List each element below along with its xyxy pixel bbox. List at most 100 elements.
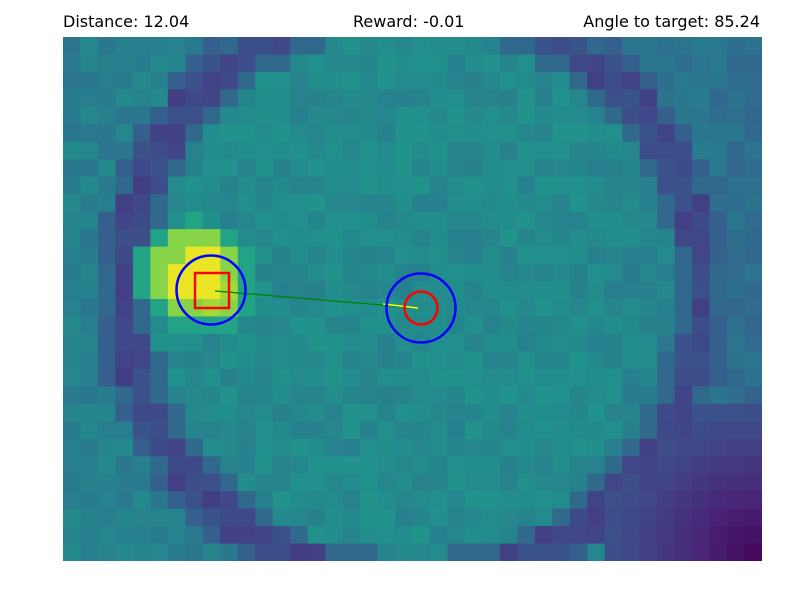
terrain-tile: [447, 403, 466, 422]
terrain-tile: [325, 229, 344, 248]
terrain-tile: [744, 403, 762, 422]
terrain-tile: [464, 106, 484, 125]
terrain-tile: [604, 159, 623, 178]
terrain-tile: [97, 246, 117, 265]
terrain-tile: [569, 89, 588, 108]
terrain-tile: [377, 106, 396, 125]
terrain-tile: [202, 89, 221, 108]
terrain-tile: [482, 438, 501, 457]
terrain-tile: [360, 124, 379, 143]
terrain-tile: [63, 491, 82, 510]
terrain-tile: [412, 386, 431, 405]
terrain-tile: [674, 281, 693, 300]
terrain-tile: [80, 473, 99, 492]
terrain-tile: [132, 316, 151, 335]
terrain-tile: [360, 194, 379, 213]
terrain-tile: [604, 456, 623, 475]
terrain-tile: [482, 54, 501, 73]
terrain-tile: [202, 71, 221, 90]
terrain-tile: [220, 229, 239, 248]
terrain-tile: [377, 124, 396, 143]
terrain-tile: [80, 299, 99, 318]
terrain-tile: [534, 281, 553, 300]
reward-value: -0.01: [423, 12, 465, 31]
terrain-tile: [237, 229, 256, 248]
game-canvas[interactable]: [63, 37, 762, 561]
terrain-tile: [692, 176, 711, 195]
terrain-tile: [325, 37, 344, 56]
terrain-tile: [97, 159, 117, 178]
terrain-tile: [307, 106, 326, 125]
terrain-tile: [132, 491, 151, 510]
terrain-tile: [552, 473, 571, 492]
terrain-tile: [447, 37, 466, 56]
terrain-tile: [80, 491, 99, 510]
terrain-tile: [657, 473, 676, 492]
terrain-tile: [657, 211, 676, 230]
terrain-tile: [220, 54, 239, 73]
terrain-tile: [325, 403, 344, 422]
terrain-tile: [202, 386, 221, 405]
terrain-tile: [237, 351, 256, 370]
terrain-tile: [290, 124, 309, 143]
terrain-tile: [622, 368, 641, 387]
terrain-tile: [377, 316, 396, 335]
terrain-tile: [569, 316, 588, 335]
terrain-tile: [569, 403, 588, 422]
terrain-tile: [447, 106, 466, 125]
terrain-tile: [674, 106, 693, 125]
terrain-tile: [657, 54, 676, 73]
terrain-tile: [744, 89, 762, 108]
terrain-tile: [272, 368, 291, 387]
game-viewport[interactable]: [63, 37, 762, 561]
terrain-tile: [622, 351, 641, 370]
terrain-tile: [220, 386, 239, 405]
terrain-tile: [63, 89, 82, 108]
terrain-tile: [412, 159, 431, 178]
terrain-tile: [80, 386, 99, 405]
terrain-tile: [727, 281, 746, 300]
terrain-tile: [604, 89, 623, 108]
terrain-tile: [360, 438, 379, 457]
terrain-tile: [709, 299, 728, 318]
terrain-tile: [307, 403, 326, 422]
terrain-tile: [185, 71, 204, 90]
terrain-tile: [272, 229, 291, 248]
terrain-tile: [290, 281, 309, 300]
terrain-tile: [622, 508, 641, 527]
terrain-tile: [395, 333, 414, 352]
terrain-tile: [622, 176, 641, 195]
terrain-tile: [517, 141, 536, 160]
terrain-tile: [132, 89, 151, 108]
terrain-tile: [255, 368, 274, 387]
terrain-tile: [167, 264, 186, 283]
terrain-tile: [325, 281, 344, 300]
terrain-tile: [709, 37, 728, 56]
terrain-tile: [80, 106, 99, 125]
terrain-tile: [412, 508, 431, 527]
terrain-tile: [307, 333, 326, 352]
terrain-tile: [499, 264, 518, 283]
terrain-tile: [727, 89, 746, 108]
terrain-tile: [167, 141, 186, 160]
terrain-tile: [499, 368, 518, 387]
terrain-tile: [272, 421, 291, 440]
terrain-tile: [692, 37, 711, 56]
terrain-tile: [307, 299, 326, 318]
terrain-tile: [150, 386, 169, 405]
terrain-tile: [202, 106, 221, 125]
terrain-tile: [395, 71, 414, 90]
terrain-tile: [604, 246, 623, 265]
terrain-tile: [97, 473, 117, 492]
terrain-tile: [604, 194, 623, 213]
terrain-tile: [150, 246, 169, 265]
terrain-tile: [150, 71, 169, 90]
terrain-tile: [63, 37, 82, 56]
terrain-tile: [325, 211, 344, 230]
terrain-tile: [569, 491, 588, 510]
terrain-tile: [80, 543, 99, 561]
terrain-tile: [342, 333, 361, 352]
terrain-tile: [692, 543, 711, 561]
terrain-tile: [307, 194, 326, 213]
terrain-tile: [185, 421, 204, 440]
